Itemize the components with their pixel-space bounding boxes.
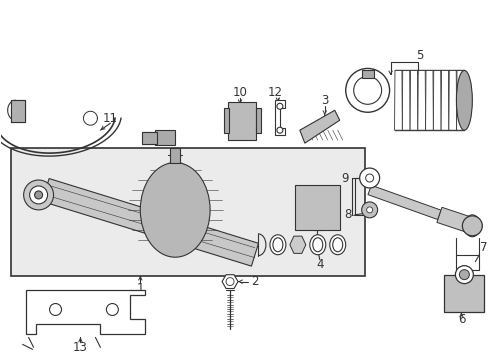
Bar: [255, 108, 261, 133]
Ellipse shape: [312, 238, 322, 252]
Circle shape: [49, 303, 61, 315]
Bar: [142, 132, 157, 144]
Polygon shape: [402, 71, 409, 130]
Text: 5: 5: [415, 49, 422, 62]
Circle shape: [365, 174, 373, 182]
Text: 6: 6: [457, 313, 464, 326]
Text: 3: 3: [321, 94, 328, 107]
Bar: [11, 148, 364, 276]
Circle shape: [276, 103, 283, 109]
Circle shape: [276, 127, 283, 133]
Polygon shape: [448, 71, 456, 130]
Bar: [444, 275, 483, 312]
Circle shape: [345, 68, 389, 112]
Text: 13: 13: [73, 341, 88, 354]
Text: 4: 4: [315, 258, 323, 271]
Bar: [155, 130, 175, 145]
Text: 9: 9: [340, 171, 348, 185]
Polygon shape: [456, 71, 464, 130]
Text: 10: 10: [232, 86, 247, 99]
Ellipse shape: [272, 238, 283, 252]
Circle shape: [361, 202, 377, 218]
Bar: [361, 71, 373, 78]
Polygon shape: [25, 289, 145, 334]
Bar: [294, 185, 339, 230]
Polygon shape: [274, 100, 285, 135]
Ellipse shape: [455, 71, 471, 130]
Circle shape: [454, 266, 472, 284]
Ellipse shape: [23, 180, 53, 210]
Text: 1: 1: [136, 282, 144, 295]
Ellipse shape: [35, 191, 42, 199]
Circle shape: [225, 278, 234, 285]
Polygon shape: [42, 179, 258, 266]
Polygon shape: [299, 110, 339, 143]
Polygon shape: [432, 71, 440, 130]
Ellipse shape: [329, 235, 345, 255]
Bar: [11, 100, 24, 122]
Circle shape: [359, 168, 379, 188]
Text: 11: 11: [102, 112, 118, 125]
Bar: [224, 108, 228, 133]
Polygon shape: [289, 236, 305, 253]
Text: 12: 12: [267, 86, 282, 99]
Text: 7: 7: [479, 241, 486, 254]
Polygon shape: [394, 71, 402, 130]
Circle shape: [353, 76, 381, 104]
Polygon shape: [409, 71, 417, 130]
Polygon shape: [367, 185, 440, 220]
Circle shape: [106, 303, 118, 315]
Circle shape: [462, 216, 481, 236]
Polygon shape: [222, 275, 238, 288]
Ellipse shape: [464, 215, 479, 237]
Text: 2: 2: [251, 275, 258, 288]
Text: 8: 8: [344, 208, 351, 221]
Ellipse shape: [140, 163, 210, 257]
Ellipse shape: [332, 238, 342, 252]
Polygon shape: [440, 71, 448, 130]
Bar: [170, 148, 180, 163]
Circle shape: [366, 207, 372, 213]
Polygon shape: [417, 71, 425, 130]
Ellipse shape: [309, 235, 325, 255]
Ellipse shape: [30, 186, 47, 204]
Circle shape: [458, 270, 468, 280]
Bar: [227, 102, 255, 140]
Ellipse shape: [269, 235, 285, 255]
Polygon shape: [436, 207, 471, 233]
Polygon shape: [425, 71, 432, 130]
